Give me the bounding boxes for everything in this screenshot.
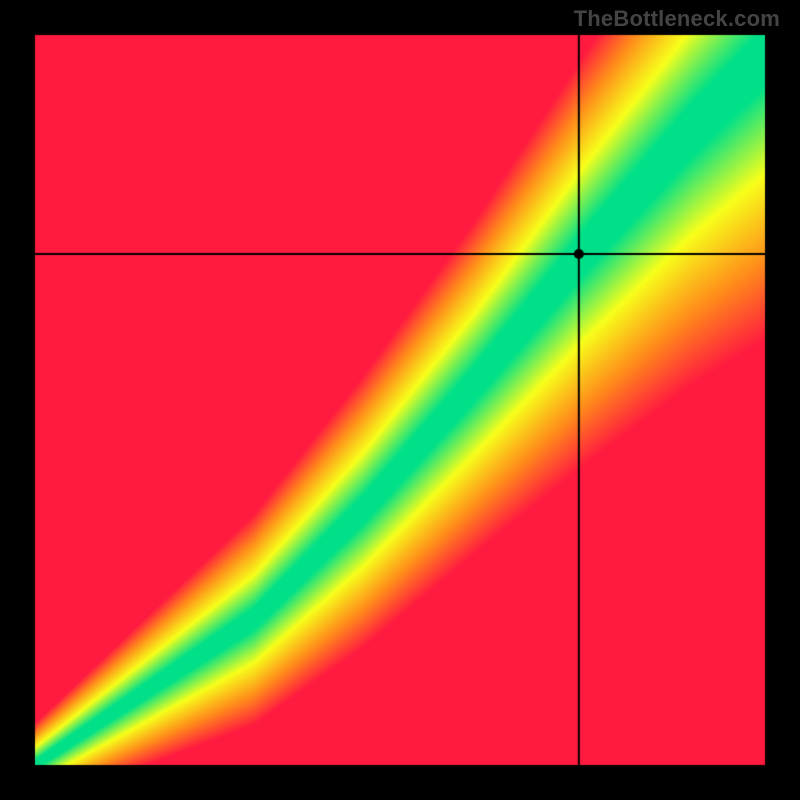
bottleneck-heatmap-canvas [0, 0, 800, 800]
watermark-text: TheBottleneck.com [574, 6, 780, 32]
chart-container: TheBottleneck.com [0, 0, 800, 800]
